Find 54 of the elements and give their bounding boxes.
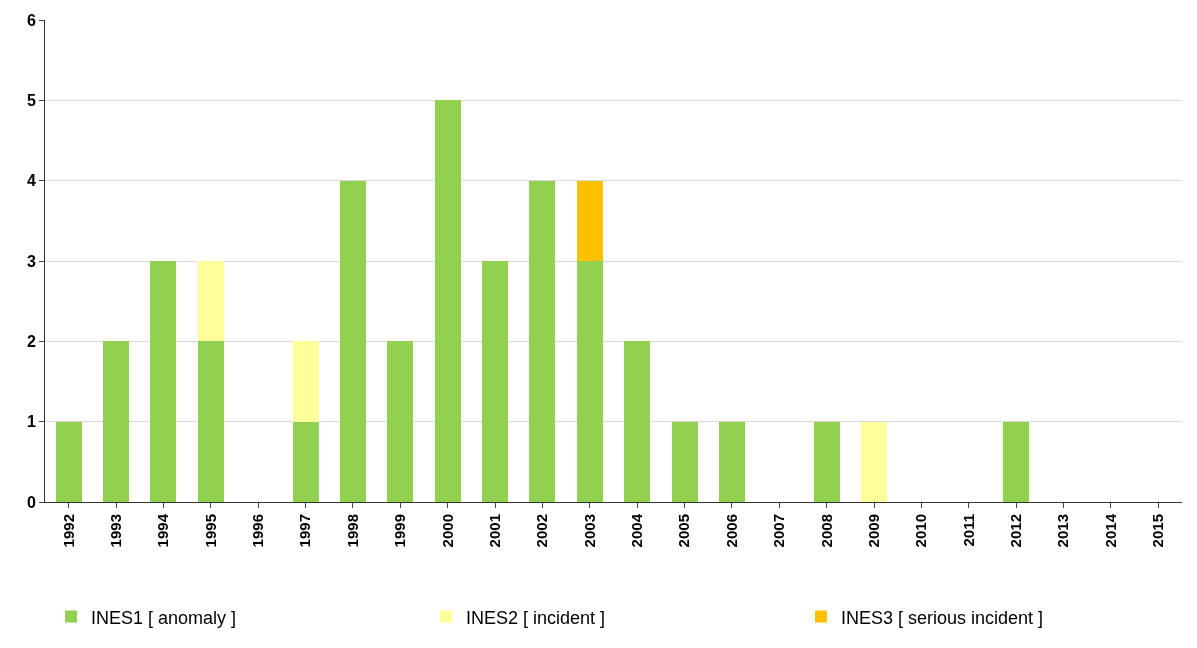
bar [387, 341, 414, 502]
bar [339, 180, 366, 502]
y-tick-label: 5 [26, 91, 36, 109]
bar [197, 341, 224, 502]
bar [1003, 421, 1030, 502]
bar [292, 341, 319, 422]
legend-label: INES2 [ incident ] [466, 607, 606, 628]
bar [861, 421, 888, 502]
x-tick-label: 2010 [912, 514, 930, 548]
bar [718, 421, 745, 502]
bar [482, 261, 509, 502]
legend-label: INES3 [ serious incident ] [841, 607, 1044, 628]
y-tick-label: 1 [26, 413, 36, 431]
x-tick-label: 2006 [722, 514, 740, 548]
y-tick-label: 3 [26, 252, 36, 270]
x-tick-label: 2012 [1007, 514, 1025, 548]
bar [197, 261, 224, 342]
x-tick-label: 2004 [628, 513, 646, 548]
x-tick-label: 2001 [485, 514, 503, 548]
x-tick-label: 1993 [106, 514, 124, 548]
y-tick-label: 2 [26, 332, 36, 350]
x-tick-label: 1995 [201, 514, 219, 548]
bar [292, 421, 319, 502]
x-tick-label: 2015 [1149, 514, 1167, 548]
bar [576, 180, 603, 261]
x-tick-label: 1998 [343, 514, 361, 548]
bar [103, 341, 130, 502]
legend-label: INES1 [ anomaly ] [91, 607, 237, 628]
x-tick-label: 2009 [864, 514, 882, 548]
bar [576, 261, 603, 502]
x-tick-label: 2003 [580, 514, 598, 548]
bar [624, 341, 651, 502]
x-tick-label: 2000 [438, 514, 456, 548]
x-tick-label: 1996 [249, 514, 267, 548]
x-tick-label: 2014 [1101, 513, 1119, 548]
x-tick-label: 1992 [59, 514, 77, 548]
bar [813, 421, 840, 502]
y-tick-label: 4 [26, 172, 36, 190]
bar [150, 261, 177, 502]
x-tick-label: 2005 [675, 514, 693, 548]
x-tick-label: 2011 [959, 514, 977, 547]
x-tick-label: 2008 [817, 514, 835, 548]
x-tick-label: 2007 [770, 514, 788, 548]
bar [671, 421, 698, 502]
bar [55, 421, 82, 502]
bar [434, 100, 461, 502]
x-tick-label: 1994 [154, 513, 172, 548]
x-tick-label: 2013 [1054, 514, 1072, 548]
bar [529, 180, 556, 502]
y-tick-label: 6 [26, 11, 36, 29]
x-tick-label: 2002 [533, 514, 551, 548]
x-tick-label: 1999 [391, 514, 409, 548]
x-tick-label: 1997 [296, 514, 314, 548]
y-tick-label: 0 [26, 493, 36, 511]
